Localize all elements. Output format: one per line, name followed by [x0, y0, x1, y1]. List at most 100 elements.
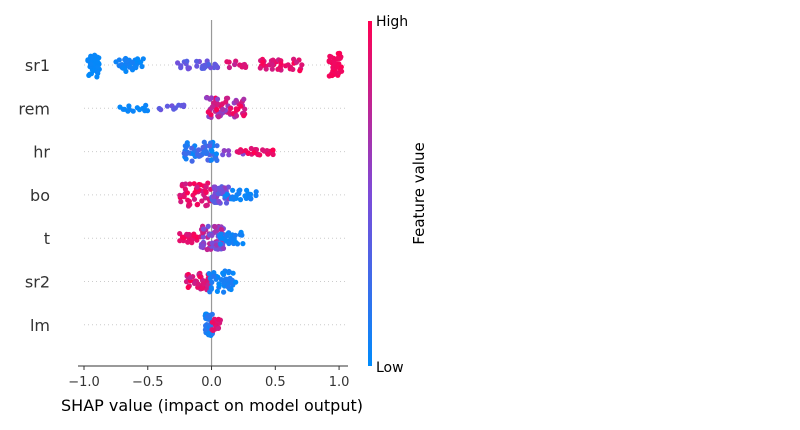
point-bo — [177, 192, 183, 198]
point-t — [209, 232, 215, 238]
point-hr — [212, 155, 218, 161]
point-t — [220, 245, 227, 251]
point-sr2 — [233, 279, 239, 285]
point-sr2 — [195, 281, 201, 287]
point-t — [177, 238, 183, 244]
point-sr2 — [185, 284, 191, 290]
point-rem — [203, 95, 210, 101]
point-bo — [247, 194, 253, 200]
point-bo — [230, 187, 236, 193]
point-bo — [236, 188, 242, 194]
point-sr1 — [299, 62, 305, 68]
feature-label-hr: hr — [33, 143, 50, 162]
point-rem — [233, 98, 240, 104]
feature-label-rem: rem — [18, 99, 50, 118]
point-rem — [164, 103, 170, 109]
point-t — [237, 232, 243, 238]
point-lm — [215, 316, 222, 322]
feature-label-lm: lm — [30, 316, 50, 335]
x-tick-label: 0.5 — [265, 375, 286, 390]
point-bo — [212, 186, 218, 192]
point-rem — [134, 105, 140, 111]
point-sr1 — [278, 61, 284, 67]
point-sr1 — [214, 63, 220, 70]
point-sr1 — [194, 58, 200, 64]
point-rem — [120, 106, 126, 112]
point-rem — [205, 109, 211, 115]
point-sr1 — [226, 64, 232, 71]
point-sr2 — [187, 274, 193, 281]
point-t — [184, 231, 190, 237]
point-sr1 — [94, 69, 100, 75]
point-sr1 — [297, 68, 303, 74]
point-sr1 — [331, 60, 338, 66]
point-sr1 — [335, 50, 341, 57]
point-hr — [201, 139, 207, 145]
point-hr — [248, 145, 254, 152]
point-hr — [196, 147, 202, 153]
point-rem — [126, 106, 132, 113]
point-sr1 — [139, 63, 145, 70]
point-sr1 — [339, 68, 345, 74]
point-sr1 — [123, 58, 130, 64]
point-t — [204, 246, 210, 253]
point-t — [205, 223, 211, 229]
point-sr1 — [95, 64, 101, 70]
point-sr2 — [221, 289, 227, 295]
point-bo — [187, 181, 193, 187]
point-bo — [182, 186, 188, 192]
point-lm — [215, 325, 221, 331]
point-sr2 — [211, 273, 217, 279]
point-t — [218, 226, 225, 232]
point-bo — [194, 202, 200, 208]
point-hr — [245, 150, 251, 156]
point-hr — [201, 150, 207, 156]
point-sr1 — [290, 66, 296, 72]
colorbar-gradient — [368, 21, 372, 366]
point-rem — [214, 96, 221, 102]
point-hr — [214, 143, 220, 149]
x-axis-title: SHAP value (impact on model output) — [61, 396, 363, 415]
point-hr — [183, 151, 189, 157]
point-hr — [194, 151, 200, 157]
point-bo — [191, 196, 198, 202]
point-sr1 — [243, 64, 249, 70]
point-t — [189, 240, 195, 246]
point-sr1 — [270, 57, 276, 63]
point-sr1 — [293, 59, 300, 65]
x-ticks: −1.0 −0.5 0.0 0.5 1.0 — [68, 366, 349, 390]
point-bo — [191, 181, 197, 187]
point-hr — [221, 148, 227, 154]
point-bo — [223, 200, 230, 206]
point-sr1 — [88, 71, 94, 77]
point-hr — [209, 148, 215, 154]
point-sr1 — [94, 74, 100, 80]
point-hr — [260, 147, 266, 153]
point-sr2 — [220, 270, 226, 276]
point-hr — [270, 151, 276, 158]
colorbar-high-label: High — [376, 14, 408, 30]
point-rem — [241, 96, 247, 102]
point-bo — [203, 184, 209, 190]
point-sr1 — [328, 54, 334, 60]
point-hr — [183, 156, 189, 162]
point-t — [200, 234, 206, 240]
point-sr1 — [85, 58, 91, 64]
feature-label-sr1: sr1 — [25, 56, 50, 75]
x-tick-label: −1.0 — [68, 375, 100, 390]
point-sr2 — [216, 282, 222, 288]
point-t — [191, 233, 197, 239]
point-bo — [194, 184, 200, 190]
point-rem — [220, 106, 226, 112]
point-rem — [179, 102, 185, 109]
point-sr2 — [224, 276, 230, 282]
x-tick-label: 1.0 — [329, 375, 350, 390]
x-tick-label: −0.5 — [132, 375, 164, 390]
point-sr1 — [329, 72, 335, 79]
point-bo — [215, 191, 221, 197]
point-sr1 — [96, 55, 102, 61]
point-sr1 — [237, 62, 243, 68]
colorbar-title: Feature value — [410, 142, 428, 244]
point-bo — [183, 181, 189, 187]
point-bo — [186, 198, 192, 204]
